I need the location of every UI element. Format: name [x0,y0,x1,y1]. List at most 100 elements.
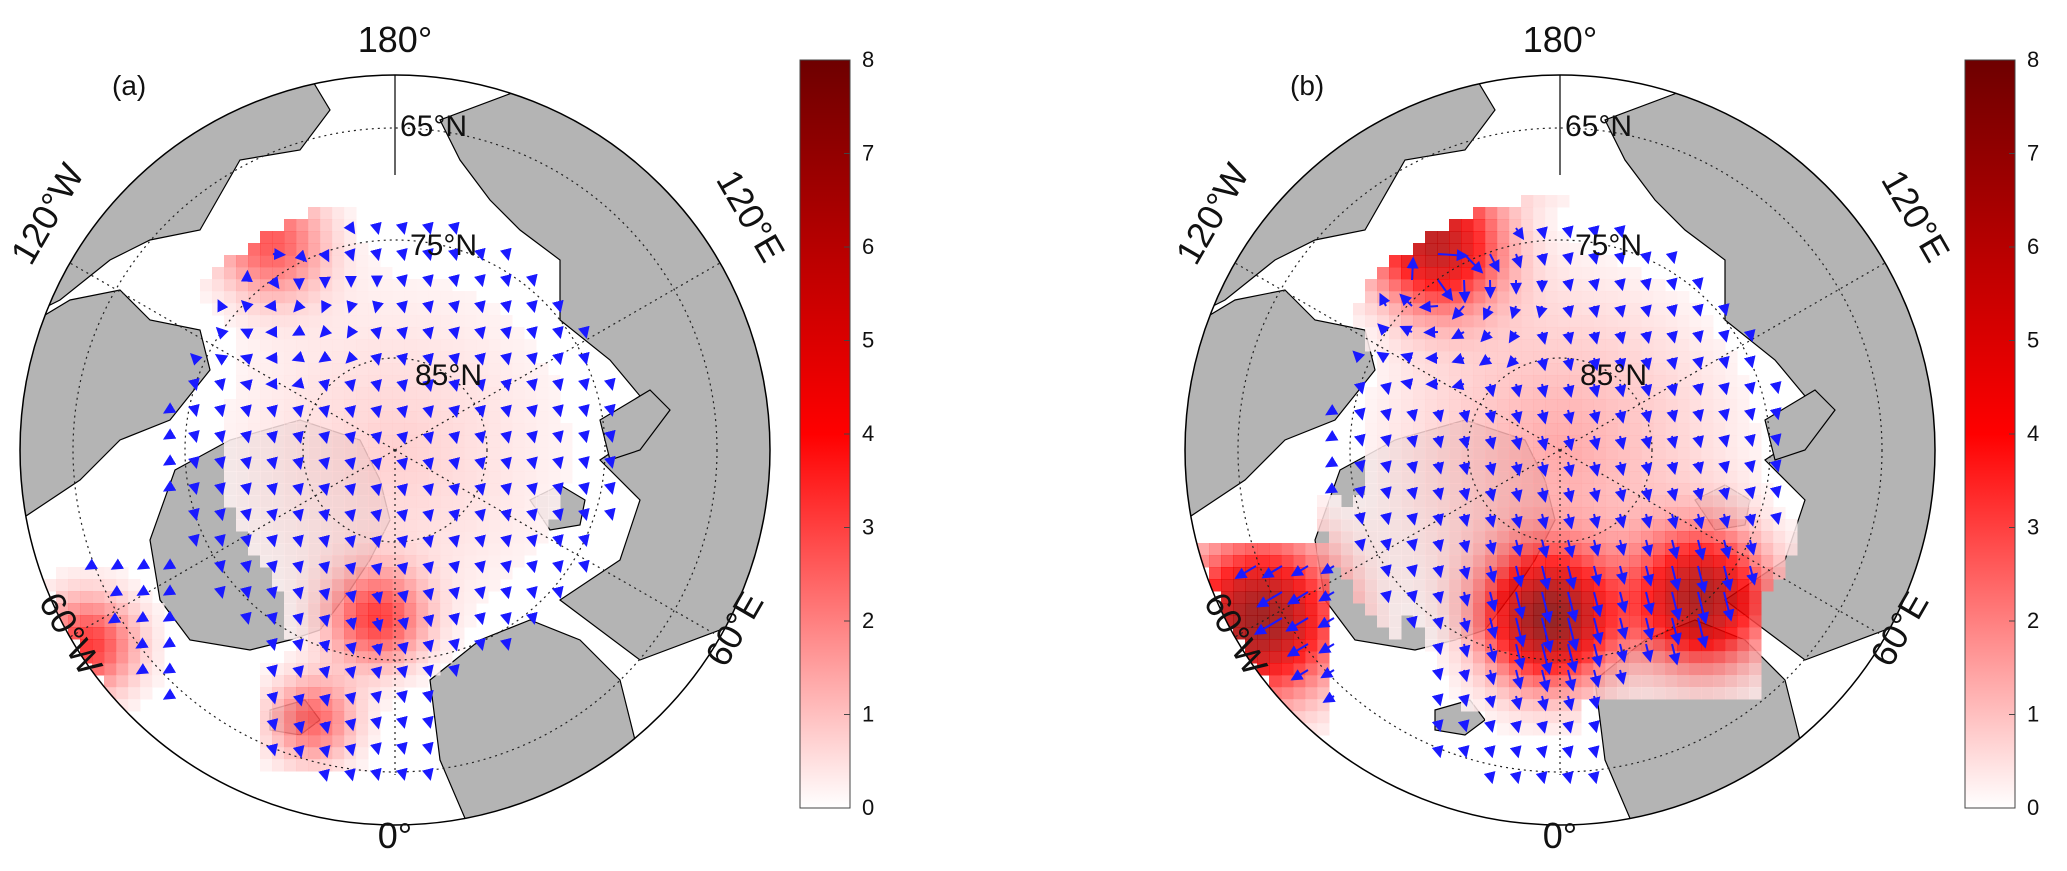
field-cell [1737,471,1750,484]
field-cell [1737,531,1750,544]
field-cell [200,279,213,292]
drift-vector [1640,513,1653,529]
field-cell [356,615,369,628]
field-cell [140,663,153,676]
field-cell [380,519,393,532]
field-cell [260,483,273,496]
field-cell [380,579,393,592]
field-cell [500,387,513,400]
latitude-circle-65 [1237,127,1883,773]
drift-vector [318,561,330,575]
drift-vector [214,559,226,573]
field-cell [308,339,321,352]
drift-vector [396,247,408,262]
field-cell [308,759,321,772]
field-cell [80,567,93,580]
field-cell [1521,531,1534,544]
field-cell [332,459,345,472]
field-cell [284,327,297,340]
field-cell [1557,555,1570,568]
field-cell [296,579,309,592]
drift-vector [1744,486,1756,500]
field-cell [1317,579,1330,592]
field-cell [260,363,273,376]
field-cell [56,591,69,604]
drift-vector [292,430,304,444]
field-cell [1365,543,1378,556]
drift-vector [1769,459,1782,473]
field-cell [1497,435,1510,448]
lat-label-85: 85°N [1580,359,1647,392]
field-cell [368,579,381,592]
field-cell [380,399,393,412]
field-cell [1449,339,1462,352]
field-cell [404,315,417,328]
field-cell [140,615,153,628]
field-cell [1617,327,1630,340]
field-cell [296,483,309,496]
field-cell [1389,555,1402,568]
field-cell [128,603,141,616]
field-cell [1341,519,1354,532]
field-cell [392,651,405,664]
drift-vector [1513,643,1526,671]
field-cell [140,651,153,664]
field-cell [1485,531,1498,544]
field-cell [404,603,417,616]
drift-vector [1482,305,1494,321]
field-cell [344,627,357,640]
field-cell [308,459,321,472]
field-cell [1665,531,1678,544]
field-cell [452,519,465,532]
field-cell [1461,699,1474,712]
drift-vector [474,404,486,418]
drift-vector [1743,407,1756,421]
field-cell [380,411,393,424]
field-cell [1545,435,1558,448]
field-cell [1413,423,1426,436]
field-cell [404,423,417,436]
field-cell [1665,411,1678,424]
field-cell [260,699,273,712]
field-cell [1593,339,1606,352]
field-cell [392,303,405,316]
field-cell [1401,399,1414,412]
drift-vector [1588,513,1601,529]
field-cell [332,543,345,556]
field-cell [152,663,165,676]
field-cell [548,411,561,424]
field-cell [380,603,393,616]
field-cell [452,399,465,412]
field-cell [1221,555,1234,568]
field-cell [1653,279,1666,292]
field-cell [284,591,297,604]
field-cell [1425,315,1438,328]
field-cell [1533,279,1546,292]
field-cell [1689,639,1702,652]
field-cell [284,303,297,316]
field-cell [80,639,93,652]
drift-vector [1693,513,1705,530]
field-cell [1461,459,1474,472]
field-cell [284,735,297,748]
drift-vector [500,326,512,340]
field-cell [1557,255,1570,268]
drift-vector [344,405,356,419]
field-cell [1473,303,1486,316]
field-cell [1485,603,1498,616]
drift-vector [1509,305,1522,320]
drift-vector [1484,695,1497,709]
field-cell [356,735,369,748]
field-cell [380,435,393,448]
field-cell [512,351,525,364]
field-cell [524,531,537,544]
field-cell [464,327,477,340]
field-cell [1605,459,1618,472]
field-cell [1629,375,1642,388]
field-cell [512,411,525,424]
drift-vector [1458,643,1471,658]
field-cell [1593,687,1606,700]
field-cell [1497,639,1510,652]
field-cell [272,363,285,376]
field-cell [1533,207,1546,220]
